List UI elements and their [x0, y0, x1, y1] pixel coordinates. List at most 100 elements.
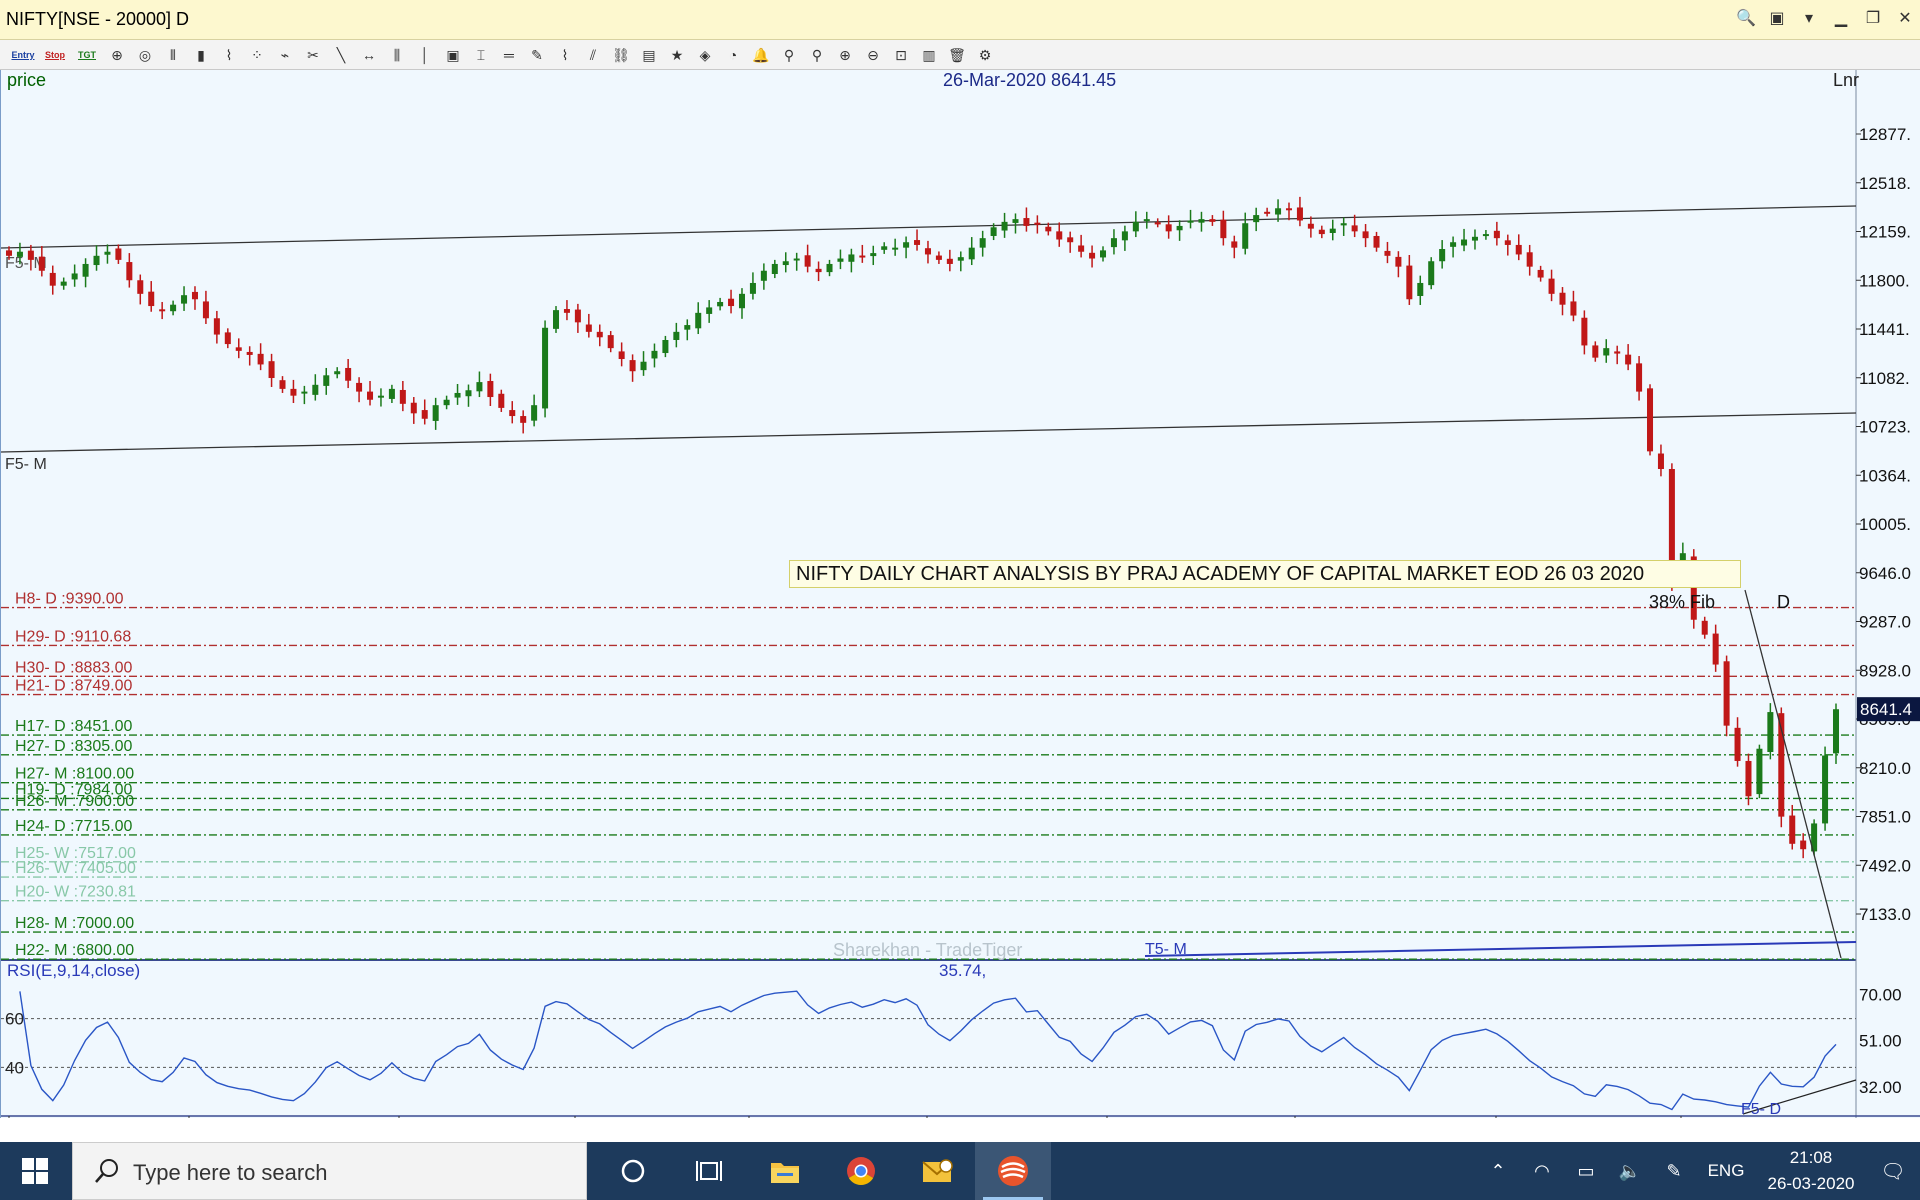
candle-body[interactable] [1570, 301, 1577, 316]
candle-body[interactable] [738, 293, 745, 309]
candle-body[interactable] [1439, 249, 1446, 262]
candle-body[interactable] [640, 361, 647, 371]
chart-canvas[interactable]: 12877. 12518. 12159. 11800. 11441. 11082. 1072… [1, 70, 1920, 1118]
candle-body[interactable] [837, 258, 844, 262]
candle-body[interactable] [93, 255, 100, 266]
candle-body[interactable] [815, 268, 822, 273]
candle-body[interactable] [1165, 224, 1172, 232]
candle-body[interactable] [1318, 229, 1325, 235]
candle-body[interactable] [563, 309, 570, 313]
pencil-icon[interactable]: ✎ [531, 46, 543, 63]
candle-body[interactable] [1100, 250, 1107, 258]
close-button[interactable]: ✕ [1898, 10, 1912, 27]
candle-body[interactable] [1450, 242, 1457, 247]
zoom-out-icon[interactable]: ⊖ [867, 46, 879, 63]
candle-body[interactable] [990, 227, 997, 236]
scissors-icon[interactable]: ✂ [307, 46, 319, 63]
language-indicator[interactable]: ENG [1707, 1161, 1745, 1180]
candle-body[interactable] [1581, 317, 1588, 346]
candle-body[interactable] [1078, 245, 1085, 252]
brush-icon[interactable]: ⌇ [561, 46, 569, 63]
volume-icon[interactable]: 🔈 [1618, 1160, 1642, 1181]
target-button[interactable]: TGT [78, 50, 96, 60]
zoom-icon[interactable]: ⚲ [783, 46, 795, 63]
candle-body[interactable] [1362, 231, 1369, 239]
bar-chart-icon[interactable]: ⫴ [170, 46, 176, 63]
candle-body[interactable] [859, 255, 866, 258]
candle-body[interactable] [377, 395, 384, 398]
crosshair-icon[interactable]: ⊕ [111, 46, 123, 63]
candle-body[interactable] [312, 384, 319, 395]
candle-body[interactable] [1373, 235, 1380, 248]
candle-body[interactable] [49, 272, 56, 286]
cycle-icon[interactable]: ◔ [728, 47, 738, 63]
candle-body[interactable] [1428, 261, 1435, 286]
candle-body[interactable] [137, 280, 144, 294]
zoom-full-icon[interactable]: ⚲ [811, 46, 823, 63]
candle-body[interactable] [585, 324, 592, 332]
candle-body[interactable] [903, 242, 910, 248]
candle-body[interactable] [388, 388, 395, 399]
candle-body[interactable] [1417, 282, 1424, 297]
candle-body[interactable] [1110, 238, 1117, 248]
candle-body[interactable] [935, 255, 942, 260]
arrow-line-icon[interactable]: ↔ [362, 47, 376, 63]
candle-body[interactable] [760, 270, 767, 281]
candle-body[interactable] [870, 253, 877, 257]
candle-body[interactable] [1296, 207, 1303, 221]
candle-body[interactable] [1668, 469, 1675, 581]
candle-body[interactable] [1625, 354, 1632, 365]
chrome-button[interactable] [823, 1142, 899, 1200]
search-icon[interactable]: 🔍 [1736, 10, 1756, 27]
candle-body[interactable] [914, 240, 921, 245]
candle-body[interactable] [1756, 748, 1763, 795]
rsi-line[interactable] [19, 990, 1837, 1111]
candle-body[interactable] [1690, 556, 1697, 620]
cortana-button[interactable] [595, 1142, 671, 1200]
candle-body[interactable] [1614, 351, 1621, 354]
candle-body[interactable] [257, 353, 264, 365]
candle-body[interactable] [531, 405, 538, 421]
candle-body[interactable] [1592, 345, 1599, 358]
chevron-down-icon[interactable]: ▾ [1804, 10, 1814, 27]
candle-body[interactable] [881, 246, 888, 250]
candle-body[interactable] [1121, 231, 1128, 241]
candle-body[interactable] [1395, 256, 1402, 267]
pattern-icon[interactable]: ◈ [699, 46, 711, 63]
candle-body[interactable] [1187, 220, 1194, 223]
screen-icon[interactable]: ▣ [1769, 10, 1785, 27]
candle-body[interactable] [1482, 234, 1489, 237]
channel-lower-line[interactable] [1, 412, 1857, 453]
restore-button[interactable]: ❐ [1865, 10, 1881, 27]
candle-body[interactable] [662, 339, 669, 354]
candle-body[interactable] [1789, 815, 1796, 844]
candle-body[interactable] [1176, 225, 1183, 231]
candle-body[interactable] [924, 248, 931, 255]
candle-body[interactable] [159, 309, 166, 312]
candle-body[interactable] [1275, 208, 1282, 215]
candle-body[interactable] [684, 325, 691, 330]
candle-icon[interactable]: ▮ [197, 46, 205, 63]
candle-body[interactable] [1067, 237, 1074, 243]
candle-body[interactable] [148, 291, 155, 307]
delete-icon[interactable]: 🗑 [948, 46, 966, 63]
candle-body[interactable] [1034, 222, 1041, 225]
candle-body[interactable] [826, 263, 833, 273]
candle-body[interactable] [782, 261, 789, 266]
candle-body[interactable] [1056, 231, 1063, 240]
candle-body[interactable] [804, 255, 811, 267]
candle-body[interactable] [279, 380, 286, 389]
candle-body[interactable] [1340, 223, 1347, 226]
candle-body[interactable] [1701, 620, 1708, 635]
zoom-fit-icon[interactable]: ⊡ [895, 46, 907, 63]
zoom-in-icon[interactable]: ⊕ [839, 46, 851, 63]
candle-body[interactable] [399, 389, 406, 404]
fib-icon[interactable]: ⫼ [393, 46, 401, 63]
candle-body[interactable] [213, 318, 220, 335]
alert-icon[interactable]: 🔔 [752, 46, 770, 63]
candle-body[interactable] [1526, 252, 1533, 267]
candle-body[interactable] [476, 382, 483, 392]
candle-body[interactable] [1089, 252, 1096, 259]
horizontal-line-icon[interactable]: ═ [504, 47, 514, 63]
candle-body[interactable] [191, 291, 198, 300]
